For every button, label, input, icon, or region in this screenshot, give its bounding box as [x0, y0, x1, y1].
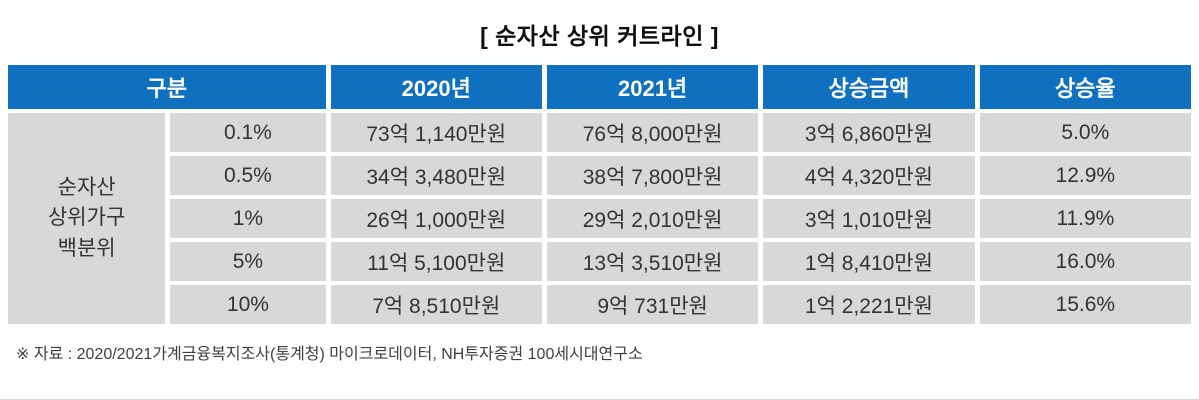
cell-2020-value: 11억 5,100만원: [330, 242, 542, 281]
header-cell-category: 구분: [8, 65, 326, 109]
cell-2020-value: 34억 3,480만원: [330, 156, 542, 195]
cell-percentile: 10%: [170, 285, 326, 324]
cell-2021-value: 13억 3,510만원: [546, 242, 759, 281]
header-cell-increase-rate: 상승율: [979, 65, 1191, 109]
cell-increase-amount: 4억 4,320만원: [763, 156, 975, 195]
table-row: 5% 11억 5,100만원 13억 3,510만원 1억 8,410만원 16…: [8, 242, 1191, 281]
row-group-label: 순자산 상위가구 백분위: [8, 113, 166, 324]
cell-increase-amount: 3억 6,860만원: [763, 113, 975, 152]
cell-2021-value: 38억 7,800만원: [546, 156, 759, 195]
page-title: [ 순자산 상위 커트라인 ]: [480, 23, 719, 49]
cell-increase-rate: 11.9%: [979, 199, 1191, 238]
header-cell-2021: 2021년: [546, 65, 759, 109]
cell-2021-value: 76억 8,000만원: [546, 113, 759, 152]
cell-2020-value: 73억 1,140만원: [330, 113, 542, 152]
header-cell-increase-amount: 상승금액: [763, 65, 975, 109]
table-row: 1% 26억 1,000만원 29억 2,010만원 3억 1,010만원 11…: [8, 199, 1191, 238]
table-row: 10% 7억 8,510만원 9억 731만원 1억 2,221만원 15.6%: [8, 285, 1191, 324]
cell-increase-rate: 12.9%: [979, 156, 1191, 195]
cell-increase-amount: 1억 8,410만원: [763, 242, 975, 281]
table-header-row: 구분 2020년 2021년 상승금액 상승율: [8, 65, 1191, 109]
cell-2020-value: 7억 8,510만원: [330, 285, 542, 324]
cell-percentile: 1%: [170, 199, 326, 238]
cell-2020-value: 26억 1,000만원: [330, 199, 542, 238]
cell-percentile: 0.5%: [170, 156, 326, 195]
cell-2021-value: 9억 731만원: [546, 285, 759, 324]
cell-percentile: 0.1%: [170, 113, 326, 152]
cell-percentile: 5%: [170, 242, 326, 281]
cell-increase-amount: 1억 2,221만원: [763, 285, 975, 324]
source-footnote: ※ 자료 : 2020/2021가계금융복지조사(통계청) 마이크로데이터, N…: [16, 346, 643, 363]
cell-increase-rate: 15.6%: [979, 285, 1191, 324]
cell-2021-value: 29억 2,010만원: [546, 199, 759, 238]
table-row: 순자산 상위가구 백분위 0.1% 73억 1,140만원 76억 8,000만…: [8, 113, 1191, 324]
header-cell-2020: 2020년: [330, 65, 542, 109]
table-row: 0.5% 34억 3,480만원 38억 7,800만원 4억 4,320만원 …: [8, 156, 1191, 195]
cell-increase-amount: 3억 1,010만원: [763, 199, 975, 238]
cell-increase-rate: 16.0%: [979, 242, 1191, 281]
net-asset-cutline-table: 구분 2020년 2021년 상승금액 상승율 순자산 상위가구 백분위 0.1…: [3, 61, 1196, 328]
cell-increase-rate: 5.0%: [979, 113, 1191, 152]
